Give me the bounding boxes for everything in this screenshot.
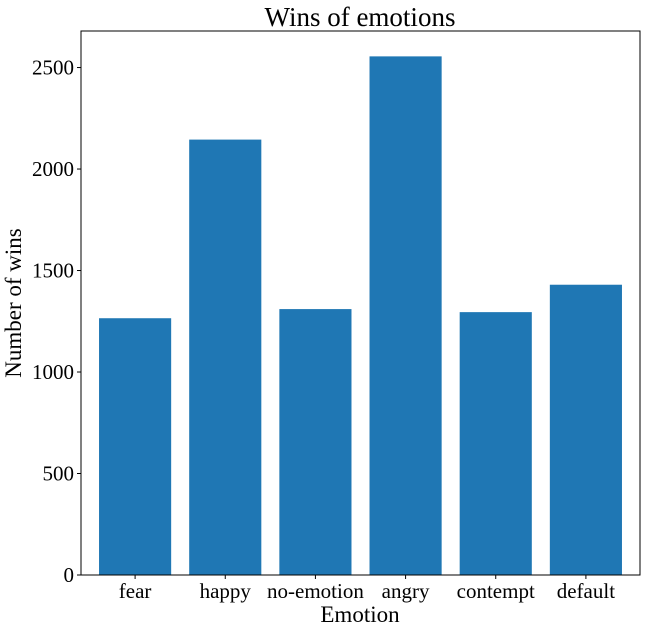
y-tick-label: 0 [64, 563, 75, 587]
x-axis-ticks: fear happy no-emotion angry contempt default [119, 575, 615, 603]
chart-title: Wins of emotions [265, 2, 456, 32]
y-tick-label: 500 [43, 462, 75, 486]
y-tick-label: 1000 [32, 360, 74, 384]
x-tick-label: fear [119, 579, 152, 603]
x-tick-label: default [557, 579, 615, 603]
bar-fear [99, 318, 172, 575]
bar-contempt [459, 312, 532, 575]
x-tick-label: no-emotion [267, 579, 364, 603]
x-tick-label: contempt [457, 579, 535, 603]
y-tick-label: 1500 [32, 259, 74, 283]
y-tick-label: 2000 [32, 157, 74, 181]
x-tick-label: happy [200, 579, 252, 603]
y-tick-label: 2500 [32, 56, 74, 80]
bar-default [549, 284, 622, 575]
x-tick-label: angry [382, 579, 430, 603]
bars-layer [99, 56, 622, 576]
y-axis-title: Number of wins [1, 228, 26, 378]
plot-frame [80, 30, 641, 576]
bar-happy [189, 139, 262, 575]
bar-no-emotion [279, 309, 352, 575]
y-axis-ticks: 0 500 1000 1500 2000 2500 [32, 56, 81, 587]
bar-angry [369, 56, 442, 576]
x-axis-title: Emotion [320, 602, 400, 627]
